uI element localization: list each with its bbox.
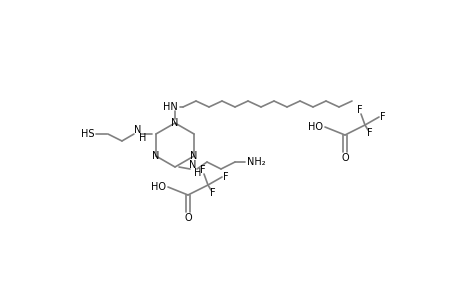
Text: H: H (139, 133, 146, 143)
Text: F: F (379, 112, 385, 122)
Text: F: F (223, 172, 228, 182)
Text: HN: HN (162, 102, 177, 112)
Text: O: O (184, 213, 191, 223)
Text: HO: HO (151, 182, 166, 192)
Text: HS: HS (81, 129, 95, 139)
Text: HO: HO (308, 122, 322, 132)
Text: O: O (341, 153, 348, 163)
Text: N: N (171, 118, 178, 128)
Text: N: N (189, 160, 196, 170)
Text: N: N (134, 125, 141, 135)
Text: F: F (210, 188, 215, 198)
Text: NH₂: NH₂ (246, 157, 265, 167)
Text: N: N (152, 151, 159, 161)
Text: F: F (366, 128, 372, 138)
Text: H: H (194, 168, 201, 178)
Text: N: N (190, 151, 197, 161)
Text: F: F (200, 165, 205, 175)
Text: F: F (356, 105, 362, 115)
